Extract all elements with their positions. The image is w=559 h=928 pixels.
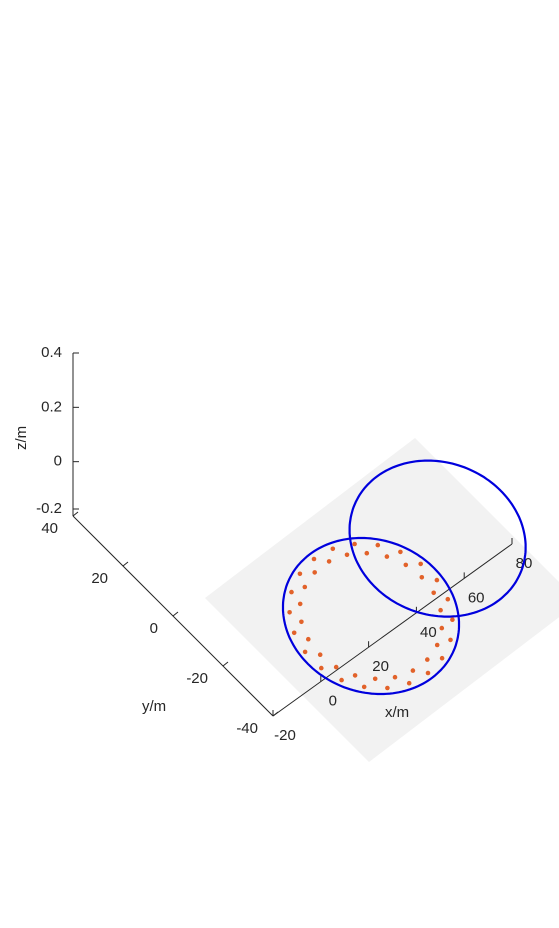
x-tick-label: -20 — [274, 727, 296, 744]
ellipses — [281, 459, 527, 696]
x-tick-label: 60 — [468, 589, 485, 606]
marker-point — [312, 570, 318, 575]
marker-point — [450, 617, 455, 622]
marker-point — [425, 657, 430, 662]
marker-point — [289, 589, 294, 595]
marker-point — [299, 619, 304, 625]
marker-point — [448, 637, 453, 643]
z-tick-label: 0 — [54, 453, 62, 470]
z-tick-label: 0.4 — [41, 344, 62, 361]
z-tick-label: -0.2 — [36, 500, 62, 517]
marker-points — [287, 541, 455, 691]
marker-point — [319, 665, 324, 671]
marker-point — [352, 673, 358, 678]
y-tick — [222, 661, 229, 667]
ground-plane — [205, 438, 559, 762]
marker-point — [392, 674, 398, 680]
x-axis-label: x/m — [385, 704, 409, 721]
marker-point — [372, 676, 378, 682]
y-axis-label: y/m — [142, 698, 166, 715]
marker-point — [434, 577, 440, 583]
y-tick — [172, 611, 179, 617]
y-tick-label: 0 — [150, 620, 158, 637]
x-tick-label: 20 — [372, 658, 389, 675]
z-axis-label: z/m — [13, 426, 30, 450]
marker-point — [333, 664, 339, 670]
ellipse-2 — [348, 459, 527, 618]
x-axis-line — [272, 543, 513, 717]
marker-point — [438, 607, 443, 613]
marker-point — [384, 554, 390, 559]
marker-point — [311, 556, 317, 562]
z-tick-label: 0.2 — [41, 398, 62, 415]
marker-point — [297, 601, 303, 607]
marker-point — [410, 668, 416, 673]
x-tick-label: 40 — [420, 624, 437, 641]
marker-point — [339, 677, 344, 683]
marker-point — [291, 630, 297, 636]
marker-point — [302, 649, 308, 655]
marker-point — [306, 636, 311, 642]
marker-point — [287, 610, 292, 615]
y-tick — [122, 561, 129, 567]
marker-point — [344, 552, 350, 558]
x-tick-label: 0 — [329, 693, 337, 710]
marker-point — [403, 562, 409, 568]
y-tick — [72, 511, 79, 517]
marker-point — [431, 590, 437, 596]
marker-point — [375, 542, 381, 548]
marker-point — [419, 575, 425, 580]
marker-point — [361, 684, 367, 690]
marker-point — [434, 642, 440, 648]
marker-point — [385, 685, 390, 691]
y-tick-label: -40 — [236, 720, 258, 737]
marker-point — [364, 550, 370, 556]
marker-point — [439, 655, 445, 661]
y-tick-label: 20 — [91, 570, 108, 587]
tick-marks — [72, 352, 513, 717]
marker-point — [406, 680, 412, 686]
marker-point — [439, 625, 445, 631]
marker-point — [445, 596, 451, 602]
marker-point — [418, 561, 424, 567]
plane-surface — [205, 438, 559, 762]
marker-point — [398, 549, 403, 555]
y-tick-label: -20 — [186, 670, 208, 687]
marker-point — [326, 559, 332, 564]
marker-point — [330, 546, 336, 552]
y-tick — [272, 711, 279, 717]
marker-point — [425, 670, 431, 676]
y-tick-label: 40 — [41, 520, 58, 537]
marker-point — [297, 571, 303, 577]
marker-point — [317, 652, 323, 657]
marker-point — [302, 584, 308, 590]
marker-point — [352, 541, 357, 547]
